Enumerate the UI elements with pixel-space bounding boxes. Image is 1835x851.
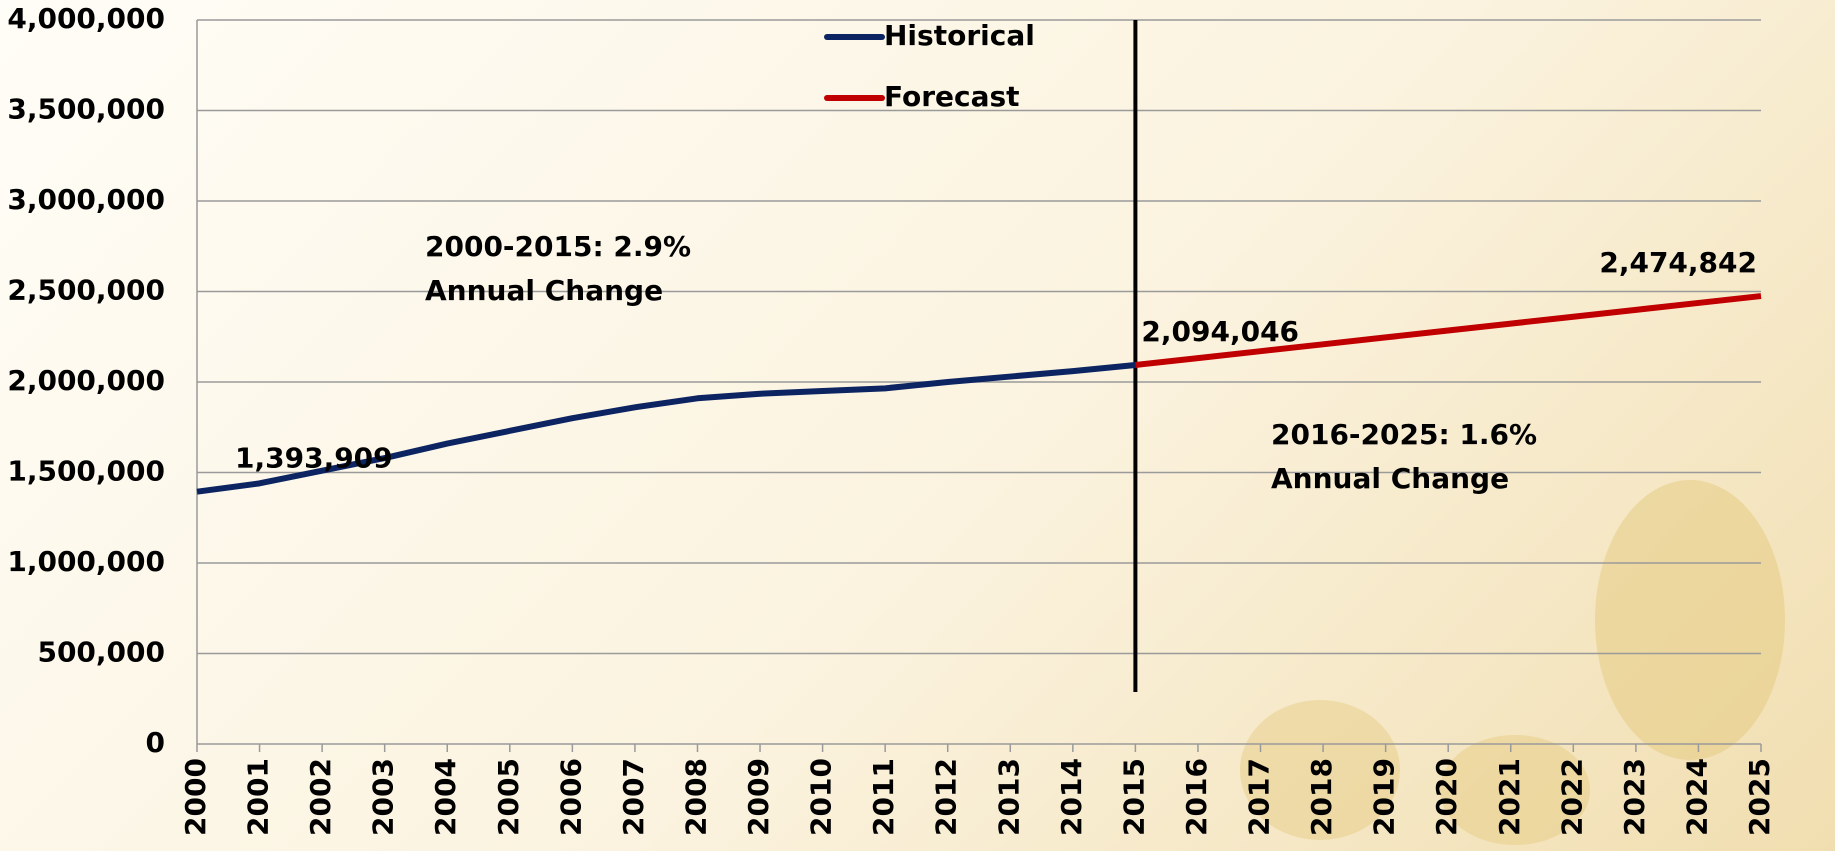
x-tick-label: 2014 — [1055, 758, 1088, 836]
coin-decoration — [1240, 700, 1400, 840]
data-label: 2,474,842 — [1599, 246, 1757, 279]
legend-label: Forecast — [884, 80, 1020, 113]
y-tick-label: 2,000,000 — [7, 364, 165, 397]
data-label: 1,393,909 — [235, 442, 393, 475]
x-tick-label: 2022 — [1555, 758, 1588, 836]
x-tick-label: 2018 — [1305, 758, 1338, 836]
x-tick-label: 2013 — [992, 758, 1025, 836]
x-tick-label: 2004 — [429, 758, 462, 836]
x-tick-label: 2016 — [1180, 758, 1213, 836]
x-tick-label: 2000 — [179, 758, 212, 836]
x-tick-label: 2025 — [1743, 758, 1776, 836]
line — [196, 361, 1136, 495]
x-tick-label: 2006 — [554, 758, 587, 836]
x-tick-label: 2019 — [1368, 758, 1401, 836]
x-tick-label: 2017 — [1243, 758, 1276, 836]
x-tick-label: 2010 — [805, 758, 838, 836]
x-tick-label: 2008 — [679, 758, 712, 836]
line — [1135, 293, 1762, 368]
x-tick-label: 2023 — [1618, 758, 1651, 836]
y-tick-label: 1,000,000 — [7, 545, 165, 578]
x-tick-label: 2005 — [492, 758, 525, 836]
annotation: Annual Change — [1271, 462, 1509, 495]
data-label: 2,094,046 — [1141, 315, 1299, 348]
x-tick-label: 2009 — [742, 758, 775, 836]
annotation: 2016-2025: 1.6% — [1271, 418, 1537, 451]
x-tick-label: 2024 — [1680, 758, 1713, 836]
legend-label: Historical — [884, 19, 1035, 52]
coin-decoration — [1595, 480, 1785, 760]
x-tick-label: 2001 — [242, 758, 275, 836]
x-tick-label: 2003 — [367, 758, 400, 836]
x-tick-label: 2011 — [867, 758, 900, 836]
x-tick-label: 2007 — [617, 758, 650, 836]
x-tick-label: 2002 — [304, 758, 337, 836]
annotation: Annual Change — [425, 274, 663, 307]
x-tick-label: 2015 — [1117, 758, 1150, 836]
y-tick-label: 4,000,000 — [7, 2, 165, 35]
annotation: 2000-2015: 2.9% — [425, 230, 691, 263]
y-tick-label: 1,500,000 — [7, 455, 165, 488]
x-tick-label: 2012 — [930, 758, 963, 836]
y-tick-label: 0 — [146, 726, 165, 759]
y-tick-label: 500,000 — [37, 636, 165, 669]
x-tick-label: 2020 — [1430, 758, 1463, 836]
y-tick-label: 3,000,000 — [7, 183, 165, 216]
x-tick-label: 2021 — [1493, 758, 1526, 836]
coin-decoration — [1440, 735, 1590, 845]
y-tick-label: 2,500,000 — [7, 274, 165, 307]
y-tick-label: 3,500,000 — [7, 93, 165, 126]
